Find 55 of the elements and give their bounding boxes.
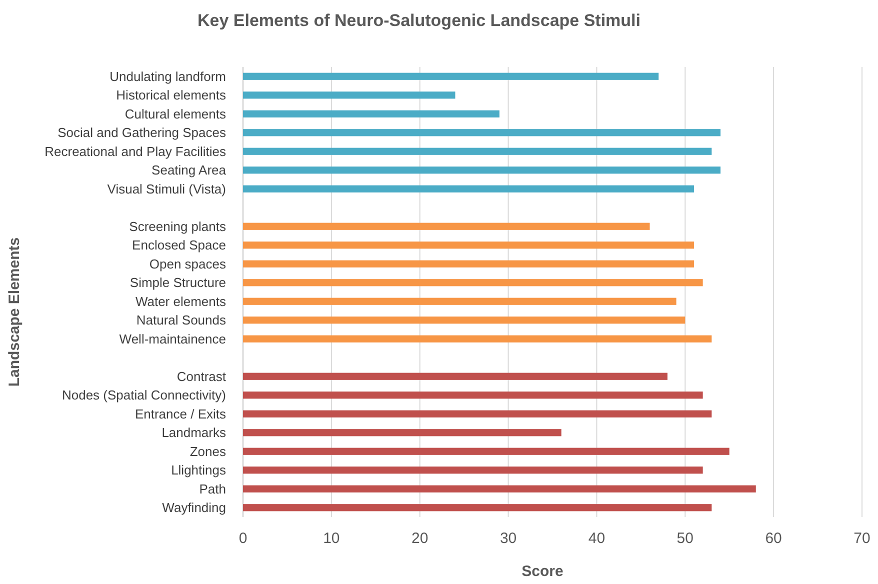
- y-tick-label: Historical elements: [116, 88, 226, 103]
- y-tick-label: Zones: [190, 444, 226, 459]
- y-tick-label: Enclosed Space: [132, 238, 226, 253]
- bar: [243, 410, 712, 418]
- bar: [243, 129, 721, 136]
- bar: [243, 260, 694, 268]
- bar: [243, 110, 500, 118]
- x-tick-label: 60: [765, 530, 782, 547]
- y-tick-label: Seating Area: [152, 162, 227, 178]
- y-tick-label: Water elements: [135, 294, 226, 309]
- y-tick-label: Llightings: [171, 462, 226, 478]
- y-tick-label: Cultural elements: [124, 106, 226, 122]
- bar: [243, 504, 712, 512]
- bar: [243, 222, 650, 230]
- x-tick-label: 50: [676, 530, 694, 547]
- y-tick-label: Undulating landform: [110, 68, 226, 84]
- bar: [243, 166, 721, 174]
- y-tick-label: Social and Gathering Spaces: [58, 125, 226, 140]
- bar: [243, 448, 730, 455]
- bar: [243, 429, 562, 436]
- bar: [243, 72, 659, 80]
- y-tick-label: Simple Structure: [130, 275, 226, 290]
- bar: [243, 392, 703, 399]
- bar: [243, 335, 712, 342]
- bar: [243, 372, 668, 380]
- y-tick-label: Contrast: [176, 368, 226, 384]
- x-tick-label: 20: [412, 530, 428, 547]
- y-tick-label: Natural Sounds: [136, 312, 226, 328]
- x-tick-label: 70: [854, 530, 870, 547]
- bar: [243, 92, 456, 99]
- bar: [243, 485, 756, 492]
- x-tick-label: 0: [238, 530, 248, 547]
- bar: [243, 185, 694, 192]
- bar: [243, 279, 703, 286]
- bar: [243, 242, 694, 249]
- y-axis-title: Landscape Elements: [6, 237, 23, 387]
- bar: [243, 298, 676, 305]
- y-tick-label: Landmarks: [162, 425, 226, 440]
- y-tick-label: Open spaces: [149, 256, 226, 272]
- x-tick-label: 40: [588, 530, 606, 547]
- bar: [243, 316, 686, 324]
- bar: [243, 466, 703, 474]
- chart-title: Key Elements of Neuro-Salutogenic Landscape Stimuli: [197, 11, 641, 30]
- y-tick-label: Well-maintainence: [119, 331, 226, 346]
- x-tick-label: 30: [500, 530, 517, 547]
- y-tick-label: Recreational and Play Facilities: [44, 144, 226, 159]
- y-tick-label: Path: [199, 481, 226, 496]
- bar: [243, 148, 712, 155]
- y-tick-label: Nodes (Spatial Connectivity): [62, 388, 226, 403]
- y-tick-label: Screening plants: [129, 218, 226, 234]
- y-tick-label: Visual Stimuli (Vista): [107, 181, 226, 196]
- y-tick-label: Wayfinding: [162, 500, 226, 516]
- y-tick-label: Entrance / Exits: [134, 406, 226, 422]
- x-axis-title: Score: [522, 563, 564, 580]
- x-tick-label: 10: [323, 530, 340, 547]
